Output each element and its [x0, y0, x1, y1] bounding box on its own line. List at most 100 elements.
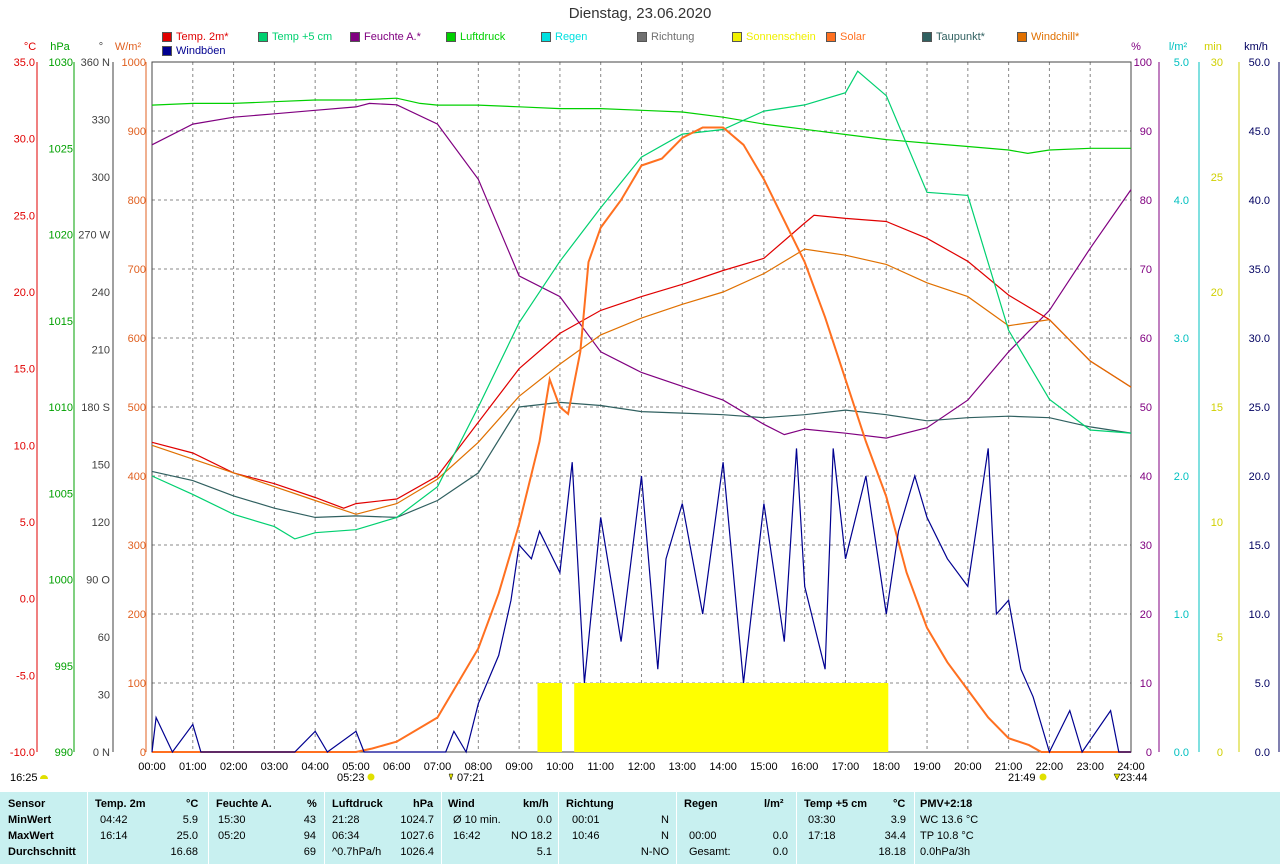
stats-cell-t5-val: 18.18: [878, 846, 906, 858]
axis-tick-direction: 210: [92, 345, 110, 357]
legend-label: Windböen: [176, 45, 226, 57]
legend-item: Temp +5 cm: [258, 31, 332, 43]
x-tick-label: 18:00: [872, 761, 900, 773]
axis-tick-solar: 1000: [122, 57, 146, 69]
legend-item: Luftdruck: [446, 31, 505, 43]
axis-tick-temp: 20.0: [14, 287, 35, 299]
stats-cell-p-val: 1024.7: [400, 814, 434, 826]
axis-tick-temp: 35.0: [14, 57, 35, 69]
x-tick-label: 00:00: [138, 761, 166, 773]
stats-cell-t-val: 25.0: [176, 830, 198, 842]
stats-cell-t-time: 16:14: [100, 830, 128, 842]
stats-header-temp5-unit: °C: [893, 798, 906, 810]
axis-tick-sunshine: 10: [1211, 517, 1223, 529]
axis-tick-direction: 0 N: [93, 747, 110, 759]
stats-header-temp-unit: °C: [186, 798, 199, 810]
axis-tick-direction: 240: [92, 287, 110, 299]
legend-label: Regen: [555, 31, 588, 43]
x-tick-label: 11:00: [587, 761, 614, 773]
series-line-solar: [152, 126, 1131, 753]
stats-header-rain-unit: l/m²: [764, 798, 784, 810]
axis-tick-direction: 60: [98, 632, 110, 644]
axis-tick-solar: 700: [128, 264, 146, 276]
axis-tick-direction: 270 W: [78, 230, 110, 242]
series-line-temp-5-cm: [151, 70, 1132, 540]
legend-label: Luftdruck: [460, 31, 506, 43]
sunset-icon: [1039, 773, 1047, 781]
stats-cell-t-time: 04:42: [100, 814, 128, 826]
x-tick-label: 22:00: [1036, 761, 1064, 773]
axis-tick-sunshine: 25: [1211, 172, 1223, 184]
stats-cell-t5-val: 34.4: [884, 830, 906, 842]
series-line-temp-2m-: [151, 214, 1132, 509]
series-line-windchill-: [151, 248, 1132, 515]
stats-cell-w-time: 16:42: [453, 830, 481, 842]
stats-header-temp5: Temp +5 cm: [804, 798, 868, 810]
moonset-icon: [1113, 773, 1121, 781]
axis-tick-humidity: 50: [1140, 402, 1152, 414]
chart-title: Dienstag, 23.06.2020: [568, 5, 712, 22]
axis-tick-temp: -10.0: [10, 747, 35, 759]
stats-cell-t5-time: 03:30: [808, 814, 836, 826]
stats-header-sensor: Sensor: [8, 798, 46, 810]
axis-tick-humidity: 10: [1140, 678, 1152, 690]
stats-cell-d-val: N-NO: [640, 846, 669, 858]
axis-tick-rain: 5.0: [1174, 57, 1189, 69]
stats-cell-p-time: ^0.7hPa/h: [332, 846, 382, 858]
axis-tick-rain: 2.0: [1174, 471, 1189, 483]
x-tick-label: 03:00: [261, 761, 289, 773]
stats-cell-w-val: 5.1: [536, 846, 552, 858]
stats-cell-w-val: NO 18.2: [511, 830, 552, 842]
series-line-windb-en: [151, 448, 1131, 754]
axis-tick-pressure: 1030: [49, 57, 73, 69]
legend-swatch: [541, 32, 551, 42]
axis-tick-pressure: 1000: [49, 575, 73, 587]
stats-header-wind-unit: km/h: [523, 798, 549, 810]
legend-swatch: [162, 32, 172, 42]
axis-tick-wind: 5.0: [1255, 678, 1270, 690]
axis-tick-sunshine: 0: [1217, 747, 1223, 759]
stats-cell-t5-val: 3.9: [890, 814, 906, 826]
axis-tick-sunshine: 15: [1211, 402, 1223, 414]
axis-tick-humidity: 70: [1140, 264, 1152, 276]
axis-tick-pressure: 1020: [49, 230, 73, 242]
axis-tick-rain: 0.0: [1174, 747, 1189, 759]
stats-header-pressure: Luftdruck: [332, 798, 383, 810]
axis-tick-temp: 25.0: [14, 210, 35, 222]
x-tick-label: 19:00: [913, 761, 941, 773]
axis-tick-solar: 500: [128, 402, 146, 414]
x-tick-label: 24:00: [1117, 761, 1145, 773]
stats-cell-h-val: 94: [303, 830, 316, 842]
stats-header-wind: Wind: [448, 798, 475, 810]
legend-item: Windchill*: [1017, 31, 1079, 43]
stats-cell-w-val: 0.0: [536, 814, 552, 826]
legend-label: Sonnenschein: [746, 31, 816, 43]
axis-tick-temp: 5.0: [20, 517, 35, 529]
axis-unit-wind: km/h: [1244, 41, 1268, 53]
x-tick-label: 14:00: [709, 761, 737, 773]
axis-tick-humidity: 80: [1140, 195, 1152, 207]
axis-unit-solar: W/m²: [115, 41, 142, 53]
axis-tick-temp: -5.0: [16, 670, 35, 682]
legend-item: Richtung: [637, 31, 694, 43]
axis-tick-direction: 180 S: [81, 402, 110, 414]
axis-tick-pressure: 1005: [49, 488, 73, 500]
legend-item: Taupunkt*: [922, 31, 985, 43]
axis-tick-solar: 200: [128, 609, 146, 621]
axis-tick-direction: 30: [98, 690, 110, 702]
axis-tick-pressure: 1025: [49, 143, 73, 155]
moonrise-icon: [40, 775, 48, 779]
legend-label: Windchill*: [1031, 31, 1080, 43]
legend-swatch: [162, 46, 172, 56]
sunrise-label: 05:23: [337, 772, 365, 784]
axis-unit-pressure: hPa: [50, 41, 70, 53]
stats-cell-d-val: N: [661, 814, 669, 826]
solar-start-icon: [448, 773, 454, 781]
legend-label: Temp. 2m*: [176, 31, 229, 43]
x-tick-label: 15:00: [750, 761, 778, 773]
axis-unit-temp: °C: [24, 41, 36, 53]
stats-cell-label: MinWert: [8, 814, 52, 826]
axis-unit-direction: °: [99, 41, 103, 53]
legend-label: Taupunkt*: [936, 31, 985, 43]
axis-tick-pressure: 1010: [49, 402, 73, 414]
